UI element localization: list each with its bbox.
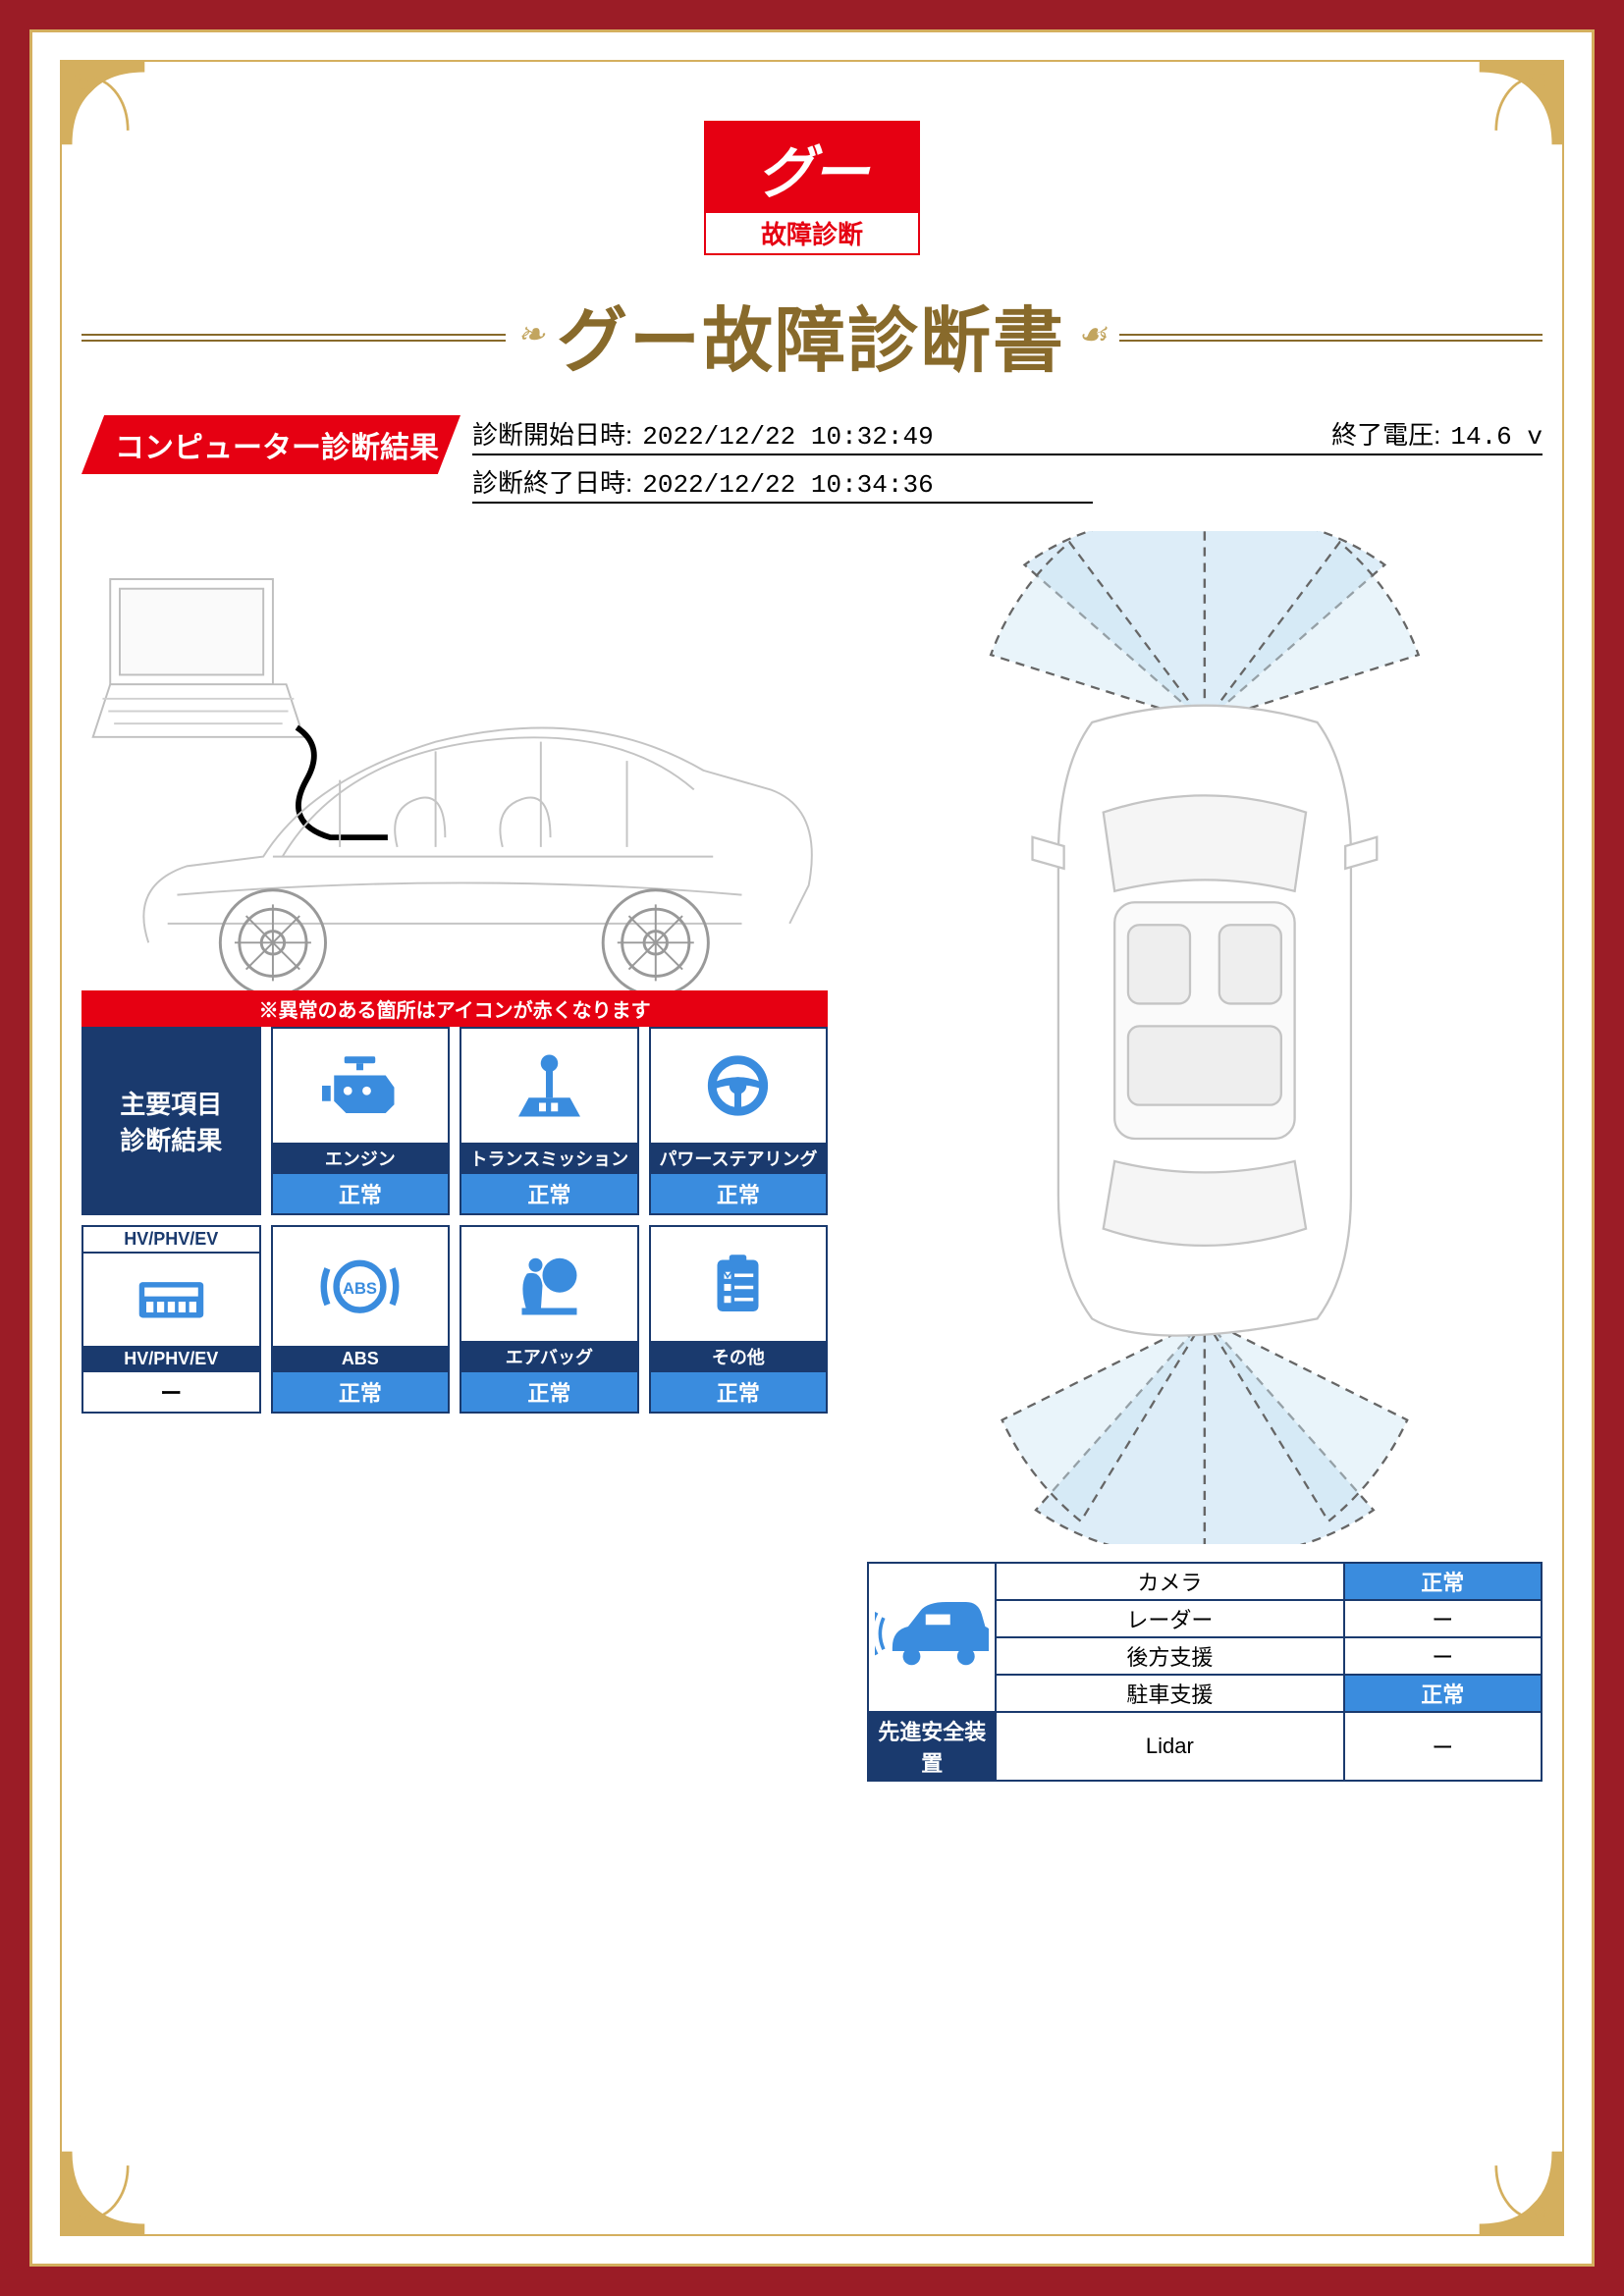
airbag-status: 正常 bbox=[461, 1372, 637, 1412]
section-header-row: コンピューター診断結果 診断開始日時: 2022/12/22 10:32:49 … bbox=[81, 415, 1543, 511]
document-title-row: ❧ グー故障診断書 ☙ bbox=[81, 283, 1543, 386]
end-datetime-value: 2022/12/22 10:34:36 bbox=[642, 470, 933, 500]
safety-camera-value: 正常 bbox=[1344, 1563, 1543, 1600]
component-grid-row2: HV/PHV/EV HV/PHV/EV ー ABS ABS 正常 bbox=[81, 1225, 828, 1414]
abs-status: 正常 bbox=[273, 1372, 449, 1412]
transmission-icon bbox=[461, 1029, 637, 1143]
hv-header-label: HV/PHV/EV bbox=[83, 1227, 259, 1254]
transmission-name: トランスミッション bbox=[461, 1143, 637, 1174]
brand-logo-text: グー bbox=[704, 121, 920, 211]
safety-radar-value: ー bbox=[1344, 1600, 1543, 1637]
abs-name: ABS bbox=[273, 1346, 449, 1372]
safety-lidar-label: Lidar bbox=[996, 1712, 1343, 1781]
safety-lidar-value: ー bbox=[1344, 1712, 1543, 1781]
abnormal-warning-banner: ※異常のある箇所はアイコンが赤くなります bbox=[81, 990, 828, 1027]
abs-icon: ABS bbox=[273, 1227, 449, 1346]
voltage-value: 14.6 v bbox=[1450, 422, 1543, 452]
safety-rear-label: 後方支援 bbox=[996, 1637, 1343, 1675]
safety-car-icon-cell bbox=[868, 1563, 996, 1712]
leaf-ornament-right: ☙ bbox=[1073, 315, 1110, 354]
start-datetime-label: 診断開始日時: bbox=[472, 415, 632, 452]
airbag-card: エアバッグ 正常 bbox=[460, 1225, 639, 1414]
airbag-icon bbox=[461, 1227, 637, 1341]
car-topdown-sensor-illustration bbox=[867, 531, 1543, 1544]
other-card: その他 正常 bbox=[649, 1225, 829, 1414]
safety-parking-value: 正常 bbox=[1344, 1675, 1543, 1712]
title-rule-left bbox=[81, 334, 506, 336]
power-steering-status: 正常 bbox=[651, 1174, 827, 1213]
safety-camera-label: カメラ bbox=[996, 1563, 1343, 1600]
clipboard-icon bbox=[651, 1227, 827, 1341]
airbag-name: エアバッグ bbox=[461, 1341, 637, 1372]
engine-card: エンジン 正常 bbox=[271, 1027, 451, 1215]
engine-status: 正常 bbox=[273, 1174, 449, 1213]
title-rule-right bbox=[1119, 334, 1543, 336]
brand-logo: グー 故障診断 bbox=[704, 121, 920, 255]
hv-name: HV/PHV/EV bbox=[83, 1346, 259, 1372]
other-name: その他 bbox=[651, 1341, 827, 1372]
transmission-card: トランスミッション 正常 bbox=[460, 1027, 639, 1215]
title-card-line2: 診断結果 bbox=[120, 1121, 222, 1157]
main-items-title-card: 主要項目 診断結果 bbox=[81, 1027, 261, 1215]
brand-logo-subtitle: 故障診断 bbox=[704, 211, 920, 255]
safety-radar-label: レーダー bbox=[996, 1600, 1343, 1637]
engine-icon bbox=[273, 1029, 449, 1143]
left-column: ※異常のある箇所はアイコンが赤くなります 主要項目 診断結果 エンジン 正常 bbox=[81, 541, 828, 1414]
document-content: グー 故障診断 ❧ グー故障診断書 ☙ コンピューター診断結果 診断開始日時: … bbox=[81, 91, 1543, 2205]
transmission-status: 正常 bbox=[461, 1174, 637, 1213]
component-grid-row1: 主要項目 診断結果 エンジン 正常 トランスミッショ bbox=[81, 1027, 828, 1215]
car-side-with-laptop-illustration bbox=[81, 541, 828, 990]
power-steering-name: パワーステアリング bbox=[651, 1143, 827, 1174]
voltage-label: 終了電圧: bbox=[1331, 415, 1440, 452]
leaf-ornament-left: ❧ bbox=[514, 315, 550, 354]
safety-rear-value: ー bbox=[1344, 1637, 1543, 1675]
title-card-line1: 主要項目 bbox=[120, 1085, 222, 1121]
right-column: カメラ正常レーダーー後方支援ー駐車支援正常先進安全装置Lidarー bbox=[867, 531, 1543, 1782]
steering-wheel-icon bbox=[651, 1029, 827, 1143]
meta-line-end: 診断終了日時: 2022/12/22 10:34:36 bbox=[472, 463, 1093, 504]
hv-card: HV/PHV/EV HV/PHV/EV ー bbox=[81, 1225, 261, 1414]
safety-table-header: 先進安全装置 bbox=[868, 1712, 996, 1781]
power-steering-card: パワーステアリング 正常 bbox=[649, 1027, 829, 1215]
safety-parking-label: 駐車支援 bbox=[996, 1675, 1343, 1712]
other-status: 正常 bbox=[651, 1372, 827, 1412]
vehicle-diagrams-row: ※異常のある箇所はアイコンが赤くなります 主要項目 診断結果 エンジン 正常 bbox=[81, 541, 1543, 1782]
document-title: グー故障診断書 bbox=[557, 283, 1065, 386]
abs-card: ABS ABS 正常 bbox=[271, 1225, 451, 1414]
start-datetime-value: 2022/12/22 10:32:49 bbox=[642, 422, 933, 452]
engine-name: エンジン bbox=[273, 1143, 449, 1174]
outer-frame: グー 故障診断 ❧ グー故障診断書 ☙ コンピューター診断結果 診断開始日時: … bbox=[29, 29, 1595, 2267]
end-datetime-label: 診断終了日時: bbox=[472, 463, 632, 500]
svg-text:ABS: ABS bbox=[343, 1279, 377, 1298]
battery-ecu-icon bbox=[83, 1254, 259, 1346]
section-header-ribbon: コンピューター診断結果 bbox=[81, 415, 460, 474]
diagnosis-metadata: 診断開始日時: 2022/12/22 10:32:49 終了電圧: 14.6 v… bbox=[472, 415, 1543, 511]
meta-line-start: 診断開始日時: 2022/12/22 10:32:49 終了電圧: 14.6 v bbox=[472, 415, 1543, 455]
advanced-safety-table: カメラ正常レーダーー後方支援ー駐車支援正常先進安全装置Lidarー bbox=[867, 1562, 1543, 1782]
hv-status: ー bbox=[83, 1372, 259, 1412]
